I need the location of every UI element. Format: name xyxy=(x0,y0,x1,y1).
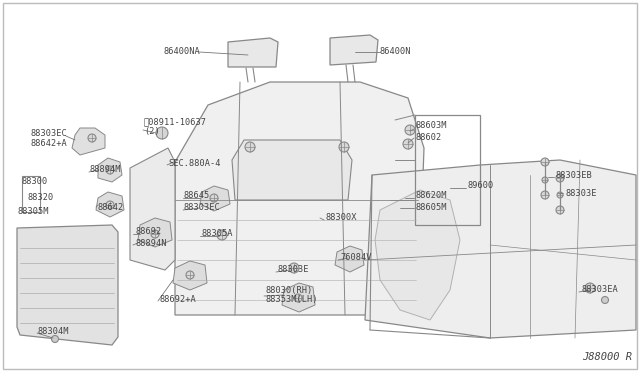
Text: 89600: 89600 xyxy=(468,180,494,189)
Polygon shape xyxy=(98,158,122,182)
Text: 88642+A: 88642+A xyxy=(30,138,67,148)
Polygon shape xyxy=(200,186,230,211)
Text: 88620M: 88620M xyxy=(416,192,447,201)
Circle shape xyxy=(585,283,595,293)
Circle shape xyxy=(339,142,349,152)
Polygon shape xyxy=(96,192,124,217)
Polygon shape xyxy=(130,148,175,270)
Text: SEC.880A-4: SEC.880A-4 xyxy=(168,158,221,167)
Circle shape xyxy=(106,201,114,209)
Polygon shape xyxy=(72,128,105,155)
Text: 88894N: 88894N xyxy=(135,240,166,248)
Circle shape xyxy=(210,194,218,202)
Text: 88320: 88320 xyxy=(28,193,54,202)
Polygon shape xyxy=(330,35,378,65)
Text: 88303EC: 88303EC xyxy=(30,128,67,138)
Text: 88300: 88300 xyxy=(22,177,48,186)
Text: 88305M: 88305M xyxy=(18,206,49,215)
Text: 88603M: 88603M xyxy=(416,122,447,131)
Text: 88642: 88642 xyxy=(97,202,124,212)
Polygon shape xyxy=(175,82,424,315)
Text: 88692: 88692 xyxy=(135,228,161,237)
Circle shape xyxy=(88,134,96,142)
Text: 88030(RH)
88353M(LH): 88030(RH) 88353M(LH) xyxy=(266,286,319,304)
Text: 88303EC: 88303EC xyxy=(184,203,221,212)
Text: 88305A: 88305A xyxy=(202,230,234,238)
Text: 88303EB: 88303EB xyxy=(556,170,593,180)
Polygon shape xyxy=(138,218,172,247)
Circle shape xyxy=(541,191,549,199)
Circle shape xyxy=(51,336,58,343)
Text: 88602: 88602 xyxy=(416,132,442,141)
Polygon shape xyxy=(365,160,636,338)
Circle shape xyxy=(541,158,549,166)
Text: 76084V: 76084V xyxy=(340,253,371,263)
Text: 88692+A: 88692+A xyxy=(160,295,196,304)
Polygon shape xyxy=(375,190,460,320)
Circle shape xyxy=(156,127,168,139)
Circle shape xyxy=(106,166,114,174)
Polygon shape xyxy=(173,261,207,290)
Circle shape xyxy=(602,296,609,304)
Text: 88300X: 88300X xyxy=(326,214,358,222)
Circle shape xyxy=(217,230,227,240)
Circle shape xyxy=(245,142,255,152)
Circle shape xyxy=(542,177,548,183)
Polygon shape xyxy=(17,225,118,345)
Circle shape xyxy=(557,192,563,198)
Text: J88000 R: J88000 R xyxy=(582,352,632,362)
Circle shape xyxy=(151,230,159,238)
Bar xyxy=(22,176,40,212)
Circle shape xyxy=(556,206,564,214)
Circle shape xyxy=(294,294,302,302)
Text: 88303EA: 88303EA xyxy=(581,285,618,295)
Text: 88894M: 88894M xyxy=(90,166,122,174)
Text: 88645: 88645 xyxy=(184,192,211,201)
Polygon shape xyxy=(335,246,364,272)
Text: 88304M: 88304M xyxy=(38,327,70,337)
Text: 86400NA: 86400NA xyxy=(163,48,200,57)
Text: 88303E: 88303E xyxy=(565,189,596,198)
Bar xyxy=(415,115,480,225)
Circle shape xyxy=(186,271,194,279)
Polygon shape xyxy=(282,283,315,312)
Circle shape xyxy=(405,125,415,135)
Text: 88605M: 88605M xyxy=(416,202,447,212)
Circle shape xyxy=(289,263,299,273)
Polygon shape xyxy=(228,38,278,67)
Polygon shape xyxy=(232,140,352,200)
Text: 86400N: 86400N xyxy=(380,48,412,57)
Text: 88303E: 88303E xyxy=(278,266,310,275)
Circle shape xyxy=(556,174,564,182)
Text: ⓝ08911-10637
(2): ⓝ08911-10637 (2) xyxy=(144,118,207,137)
Circle shape xyxy=(403,139,413,149)
